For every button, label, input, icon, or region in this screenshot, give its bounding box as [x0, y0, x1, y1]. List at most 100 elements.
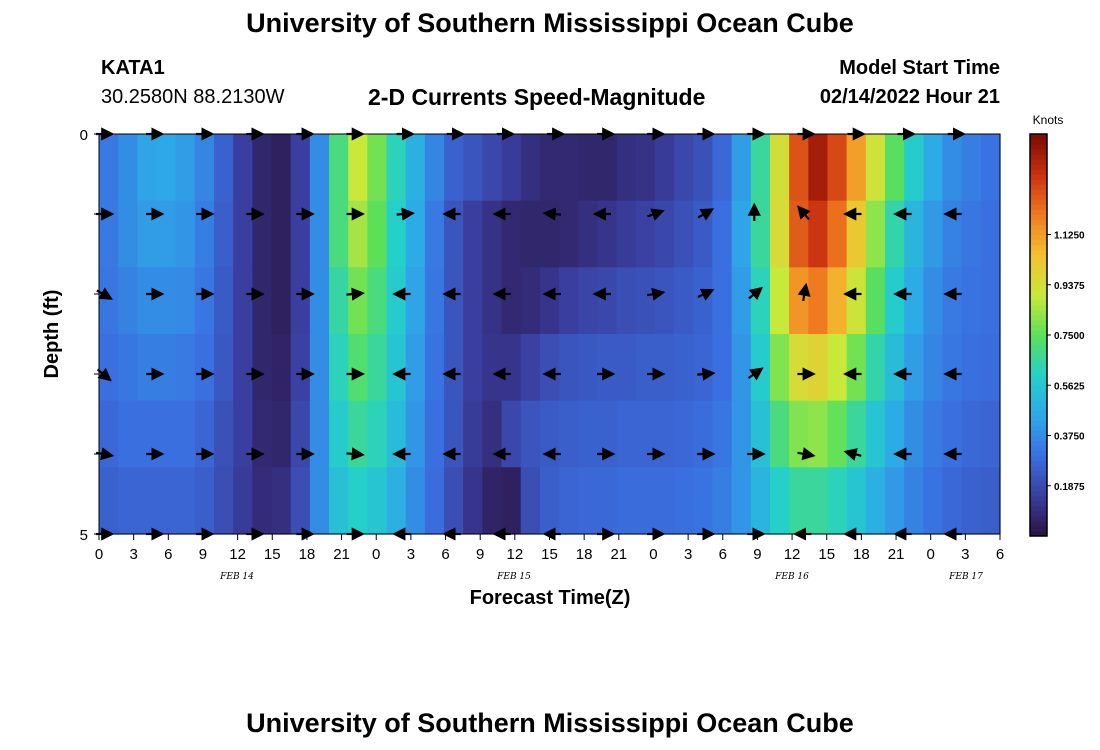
colorbar-segment: [1030, 430, 1047, 437]
heatmap-cell: [578, 267, 599, 335]
heatmap-cell: [405, 400, 426, 468]
heatmap-cell: [923, 200, 944, 268]
station-coordinates: 30.2580N 88.2130W: [101, 86, 285, 108]
colorbar-segment: [1030, 420, 1047, 426]
current-arrow: [748, 286, 764, 301]
current-arrow: [346, 287, 365, 301]
heatmap-cell: [309, 267, 330, 335]
heatmap-cell: [980, 334, 1001, 402]
heatmap-cell: [501, 134, 522, 202]
colorbar-segment: [1030, 139, 1047, 145]
heatmap-cell: [386, 267, 407, 335]
colorbar-segment: [1030, 209, 1047, 215]
colorbar-segment: [1030, 319, 1047, 326]
heatmap-cell: [616, 334, 637, 402]
heatmap-cell: [961, 134, 982, 202]
x-tick-label: 3: [961, 546, 969, 563]
heatmap-cell: [808, 267, 829, 335]
colorbar-segment: [1030, 309, 1047, 316]
heatmap-cell: [520, 334, 541, 402]
x-tick-label: 18: [576, 546, 593, 563]
heatmap-cell: [731, 267, 752, 335]
heatmap-cell: [846, 134, 867, 202]
heatmap-cell: [904, 267, 924, 335]
colorbar-segment: [1030, 284, 1047, 291]
colorbar-segment: [1030, 239, 1047, 246]
heatmap-cell: [884, 200, 905, 268]
colorbar-segment: [1030, 385, 1047, 391]
heatmap-cell: [578, 400, 599, 468]
heatmap-cell: [482, 267, 503, 335]
heatmap-cell: [233, 467, 253, 535]
x-tick-label: 9: [476, 546, 484, 563]
heatmap-cell: [635, 267, 656, 335]
heatmap-cell: [444, 200, 464, 268]
heatmap-cell: [539, 467, 560, 535]
heatmap-cell: [214, 400, 234, 468]
heatmap-cell: [271, 400, 292, 468]
heatmap-cell: [348, 134, 368, 202]
heatmap-cell: [252, 134, 273, 202]
colorbar-segment: [1030, 515, 1047, 522]
colorbar-segment: [1030, 329, 1047, 336]
heatmap-cell: [194, 134, 215, 202]
colorbar-segment: [1030, 189, 1047, 195]
current-arrow: [647, 287, 666, 301]
heatmap-cell: [463, 334, 483, 402]
colorbar-segment: [1030, 360, 1047, 366]
heatmap-cell: [712, 200, 733, 268]
colorbar-segment: [1030, 435, 1047, 442]
heatmap-cell: [597, 334, 618, 402]
heatmap-cell: [616, 467, 637, 535]
x-axis-ticks: 0 3 6 9 12 15 18 21 0 3 6 9 12 15 18 21 0 3 6 9 12 15 18 21 0 3 6: [95, 534, 1004, 563]
heatmap-cell: [539, 267, 560, 335]
x-tick-label: 21: [610, 546, 627, 563]
heatmap-cell: [808, 400, 829, 468]
x-tick-label: 9: [199, 546, 207, 563]
heatmap-cell: [635, 334, 656, 402]
model-start-value: 02/14/2022 Hour 21: [819, 86, 1000, 108]
heatmap-cell: [156, 400, 177, 468]
heatmap-cell: [309, 134, 330, 202]
page-title: University of Southern Mississippi Ocean…: [246, 8, 854, 38]
colorbar-segment: [1030, 480, 1047, 487]
heatmap-cell: [731, 400, 752, 468]
heatmap-cell: [137, 134, 158, 202]
heatmap-cell: [482, 134, 503, 202]
x-tick-label: 3: [129, 546, 137, 563]
colorbar-segment: [1030, 274, 1047, 281]
current-arrow: [697, 367, 716, 381]
heatmap-cell: [693, 467, 714, 535]
colorbar-segment: [1030, 249, 1047, 256]
heatmap-cell: [463, 267, 483, 335]
heatmap-cell: [463, 400, 483, 468]
heatmap-cell: [501, 467, 522, 535]
heatmap-cell: [252, 334, 273, 402]
heatmap-cell: [520, 400, 541, 468]
colorbar-tick-label: 0.5625: [1054, 381, 1085, 392]
heatmap-cell: [597, 200, 618, 268]
heatmap-cell: [290, 267, 311, 335]
x-tick-label: 6: [719, 546, 727, 563]
colorbar-segment: [1030, 490, 1047, 497]
heatmap-cell: [482, 400, 503, 468]
heatmap-cell: [194, 200, 215, 268]
colorbar-segment: [1030, 345, 1047, 351]
speed-heatmap-chart: 0 3 6 9 12 15 18 21 0 3 6 9 12 15 18 21 0 3 6 9 12 15 18 21 0 3 6 …: [41, 113, 1085, 609]
heatmap-cell: [654, 267, 675, 335]
colorbar-segment: [1030, 400, 1047, 406]
heatmap-cell: [137, 400, 158, 468]
heatmap-cell: [674, 400, 694, 468]
heatmap-cell: [137, 200, 158, 268]
heatmap-cell: [731, 134, 752, 202]
colorbar-segment: [1030, 234, 1047, 241]
x-tick-label: 6: [996, 546, 1004, 563]
heatmap-cell: [789, 334, 809, 402]
x-tick-label: 18: [299, 546, 316, 563]
current-arrow: [843, 448, 862, 461]
heatmap-cell: [367, 134, 388, 202]
colorbar-tick-label: 0.3750: [1054, 432, 1085, 443]
heatmap-cell: [348, 267, 368, 335]
heatmap-cell: [559, 200, 579, 268]
heatmap-cell: [137, 267, 158, 335]
